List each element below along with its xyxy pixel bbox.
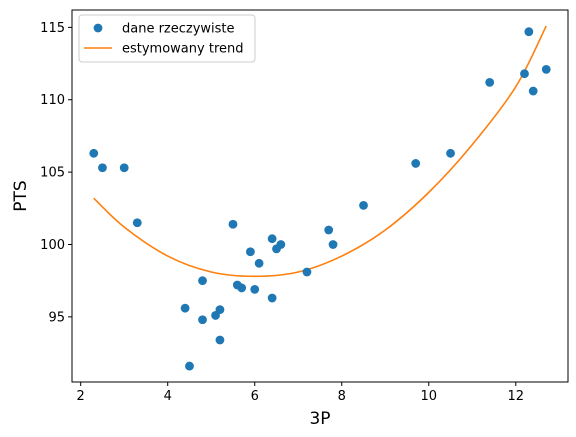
y-tick-label: 105 [40,166,65,181]
legend-label-estymowany-trend: estymowany trend [122,42,244,57]
scatter-point [237,283,247,293]
y-tick-label: 110 [40,93,65,108]
scatter-point [215,335,225,345]
scatter-point [485,77,495,87]
scatter-point [302,267,312,277]
scatter-point [524,27,534,37]
scatter-point [324,225,334,235]
scatter-point [89,148,99,158]
legend-label-dane-rzeczywiste: dane rzeczywiste [122,22,235,37]
scatter-point [267,234,277,244]
scatter-point [411,159,421,168]
scatter-point [132,218,142,228]
scatter-point [119,163,129,173]
y-axis-title: PTS [11,180,31,211]
x-tick-label: 4 [164,389,172,404]
scatter-point [198,315,207,325]
x-tick-label: 2 [77,389,85,404]
scatter-point [198,276,207,286]
legend: dane rzeczywiste estymowany trend [78,14,256,63]
scatter-point [180,303,190,313]
x-tick-label: 12 [508,389,525,404]
x-tick-label: 10 [420,389,437,404]
scatter-point [245,247,255,257]
scatter-point [228,219,238,229]
axes-frame [71,9,569,383]
plot-area [89,25,551,371]
scatter-point [446,148,455,158]
y-tick-label: 95 [48,310,65,325]
x-tick-label: 6 [251,389,259,404]
x-axis-title: 3P [309,409,330,429]
trend-line [93,25,547,278]
y-tick-label: 100 [40,238,65,253]
scatter-point [215,305,225,315]
legend-box [78,14,256,63]
axis-ticks: 2 4 6 8 10 12 95 100 105 110 115 [40,21,524,404]
y-tick-label: 115 [40,21,65,36]
scatter-point [359,201,368,210]
scatter-point [528,86,538,96]
x-tick-label: 8 [338,389,346,404]
scatter-point [98,163,107,173]
scatter-point [520,69,529,79]
scatter-point [267,293,277,303]
legend-marker-scatter [93,23,103,33]
scatter-point [254,258,264,268]
scatter-point [541,64,551,74]
scatter-point [250,284,260,294]
scatter-point [328,240,338,249]
scatter-point [276,240,286,249]
scatter-point [185,361,194,371]
